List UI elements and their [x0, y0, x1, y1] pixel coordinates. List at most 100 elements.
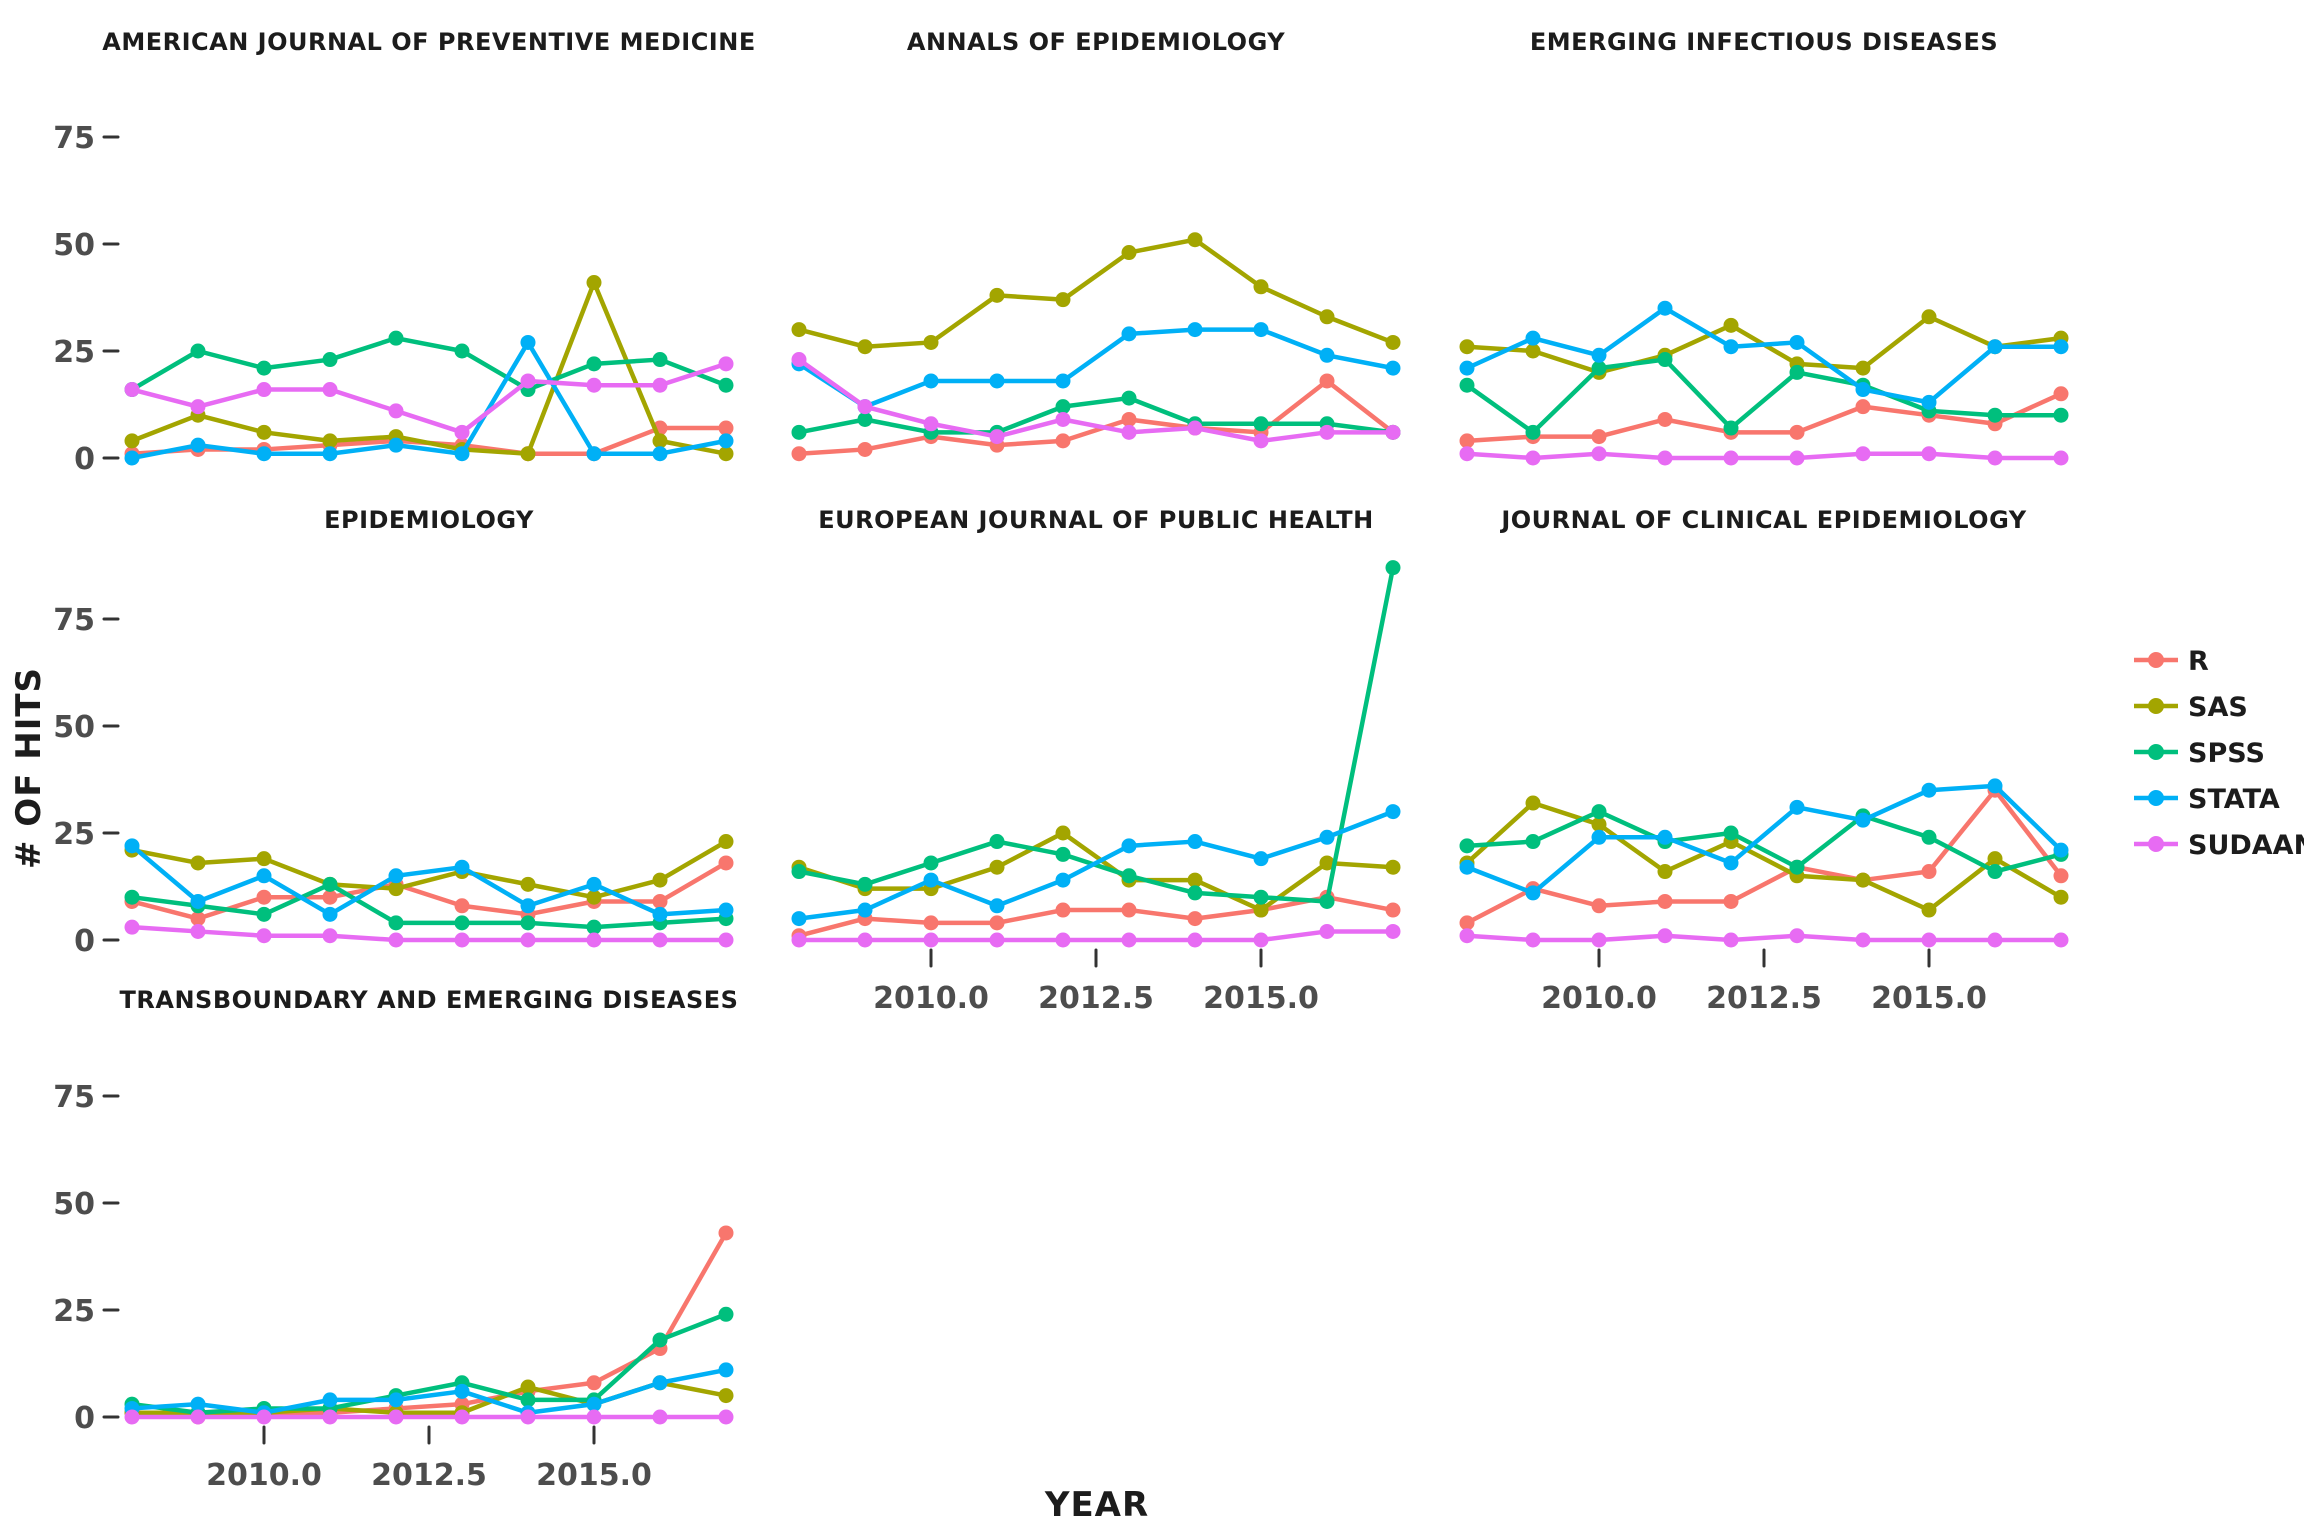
data-point	[1385, 859, 1401, 875]
series-line-r	[1464, 391, 2064, 444]
data-point	[1187, 232, 1203, 248]
data-point	[2053, 407, 2069, 423]
data-point	[718, 1306, 734, 1322]
data-point	[718, 855, 734, 871]
data-point	[322, 889, 338, 905]
data-point	[190, 343, 206, 359]
x-tick-label: 2012.5	[1706, 981, 1822, 1016]
data-point	[1789, 364, 1805, 380]
series-sas	[791, 232, 1401, 355]
facet-transboundary-and-emerging-diseases: TRANSBOUNDARY AND EMERGING DISEASES 0 25 50…	[53, 986, 738, 1493]
data-point	[322, 382, 338, 398]
data-point	[1319, 424, 1335, 440]
data-point	[124, 382, 140, 398]
data-point	[923, 373, 939, 389]
data-point	[2053, 450, 2069, 466]
series-stata	[124, 838, 734, 922]
y-axis-title: # OF HITS	[9, 667, 49, 869]
data-point	[1591, 804, 1607, 820]
data-point	[2053, 842, 2069, 858]
legend-entry-spss: SPSS	[2134, 738, 2265, 769]
legend-entry-stata: STATA	[2134, 784, 2280, 815]
series-spss	[1459, 804, 2069, 880]
legend-key-dot	[2148, 790, 2164, 806]
data-point	[1121, 245, 1137, 261]
data-point	[520, 1379, 536, 1395]
x-tick-label: 2015.0	[1203, 981, 1319, 1016]
data-point	[124, 889, 140, 905]
data-point	[256, 906, 272, 922]
y-tick-label: 0	[74, 924, 95, 959]
series-line-stata	[129, 340, 729, 461]
legend-key-dot	[2148, 836, 2164, 852]
data-point	[388, 868, 404, 884]
data-point	[190, 1409, 206, 1425]
data-point	[586, 1409, 602, 1425]
data-point	[1385, 560, 1401, 576]
data-point	[1591, 898, 1607, 914]
legend-key-dot	[2148, 652, 2164, 668]
data-point	[1253, 889, 1269, 905]
y-tick-label: 75	[53, 121, 95, 156]
data-point	[1591, 816, 1607, 832]
x-tick-label: 2010.0	[873, 981, 989, 1016]
data-point	[2053, 386, 2069, 402]
data-point	[718, 1362, 734, 1378]
y-tick-label: 50	[53, 1187, 95, 1222]
data-point	[857, 876, 873, 892]
data-point	[1459, 446, 1475, 462]
series-line-sudaan	[796, 929, 1396, 943]
data-point	[256, 424, 272, 440]
data-point	[520, 373, 536, 389]
legend-key-dot	[2148, 744, 2164, 760]
data-point	[1253, 902, 1269, 918]
data-point	[454, 1383, 470, 1399]
data-point	[1121, 838, 1137, 854]
data-point	[989, 834, 1005, 850]
series-sudaan	[1459, 446, 2069, 466]
data-point	[1525, 834, 1541, 850]
data-point	[1987, 864, 2003, 880]
series-line-spss	[129, 335, 729, 392]
facet-journal-of-clinical-epidemiology: JOURNAL OF CLINICAL EPIDEMIOLOGY 2010.0 20…	[1459, 506, 2069, 1016]
data-point	[256, 889, 272, 905]
series-line-sudaan	[796, 357, 1396, 444]
series-line-sas	[796, 237, 1396, 349]
series-line-sudaan	[1464, 451, 2064, 461]
data-point	[1459, 339, 1475, 355]
data-point	[923, 334, 939, 350]
data-point	[1055, 932, 1071, 948]
facet-epidemiology: EPIDEMIOLOGY 0 25 50 75	[53, 506, 734, 959]
data-point	[454, 424, 470, 440]
data-point	[1855, 446, 1871, 462]
data-point	[857, 902, 873, 918]
data-point	[1855, 382, 1871, 398]
data-point	[454, 343, 470, 359]
data-point	[322, 446, 338, 462]
data-point	[1723, 855, 1739, 871]
series-line-spss	[1464, 809, 2064, 874]
data-point	[989, 373, 1005, 389]
data-point	[124, 450, 140, 466]
data-point	[718, 1225, 734, 1241]
data-point	[388, 330, 404, 346]
data-point	[256, 446, 272, 462]
data-point	[1121, 902, 1137, 918]
data-point	[1987, 932, 2003, 948]
series-stata	[124, 1362, 734, 1421]
data-point	[1987, 778, 2003, 794]
data-point	[1855, 812, 1871, 828]
series-stata	[1459, 778, 2069, 901]
data-point	[1055, 411, 1071, 427]
data-point	[652, 872, 668, 888]
facet-european-journal-of-public-health: EUROPEAN JOURNAL OF PUBLIC HEALTH 2010.0 2…	[791, 506, 1401, 1016]
series-stata	[1459, 300, 2069, 410]
data-point	[1723, 317, 1739, 333]
data-point	[1055, 373, 1071, 389]
data-point	[791, 322, 807, 338]
data-point	[1319, 373, 1335, 389]
series-sudaan	[791, 923, 1401, 948]
series-line-sas	[129, 839, 729, 900]
data-point	[256, 382, 272, 398]
data-point	[1385, 424, 1401, 440]
